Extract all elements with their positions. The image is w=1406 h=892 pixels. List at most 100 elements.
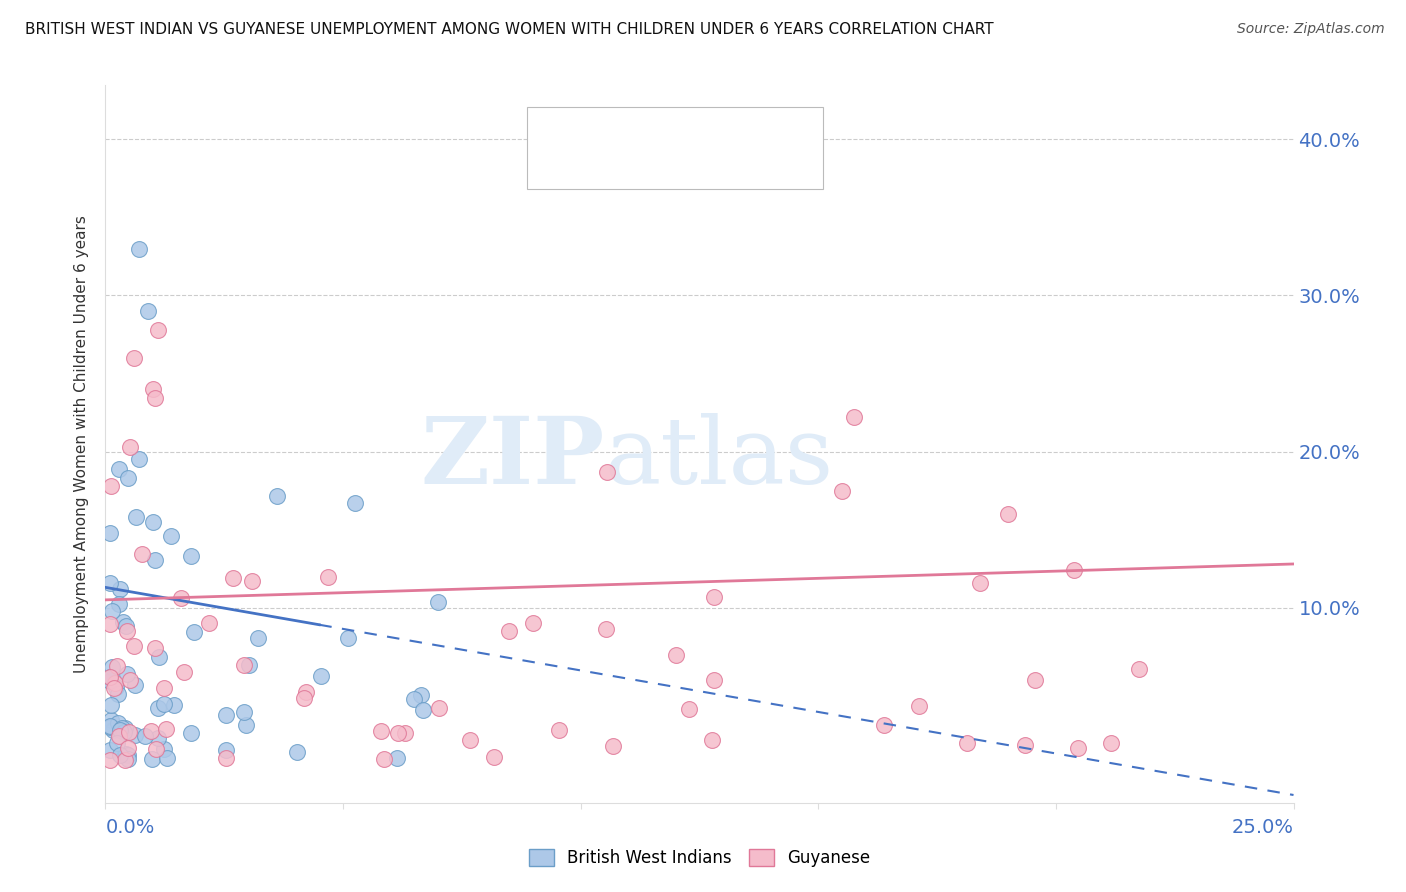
Point [412, 703, 434, 717]
Point [115, 618, 138, 632]
Point [266, 489, 288, 503]
Point [238, 658, 260, 673]
Point [173, 665, 195, 679]
Point [373, 752, 395, 766]
Point [702, 732, 724, 747]
Point [120, 673, 142, 687]
Point [240, 574, 263, 588]
Point [337, 631, 360, 645]
Point [155, 723, 177, 737]
Point [101, 604, 124, 618]
Point [548, 723, 571, 738]
Text: Source: ZipAtlas.com: Source: ZipAtlas.com [1237, 22, 1385, 37]
Point [104, 680, 127, 694]
Point [873, 717, 896, 731]
Point [163, 698, 186, 713]
Point [678, 701, 700, 715]
Point [148, 650, 170, 665]
Point [246, 632, 269, 646]
Point [142, 516, 165, 530]
Point [1024, 673, 1046, 688]
Point [100, 479, 122, 493]
Point [100, 713, 122, 727]
Point [122, 351, 145, 365]
Point [115, 667, 138, 681]
Point [128, 242, 150, 256]
Point [997, 507, 1019, 521]
Point [141, 752, 163, 766]
Point [595, 623, 617, 637]
Point [117, 741, 139, 756]
Point [214, 708, 236, 723]
Point [143, 640, 166, 655]
Point [107, 687, 129, 701]
Point [156, 751, 179, 765]
Point [153, 741, 176, 756]
Point [703, 590, 725, 604]
Point [152, 697, 174, 711]
Point [522, 616, 544, 631]
Point [98, 670, 121, 684]
Point [143, 553, 166, 567]
Point [153, 681, 176, 695]
Point [111, 615, 134, 629]
Point [105, 736, 128, 750]
Point [114, 753, 136, 767]
Point [98, 616, 121, 631]
Point [146, 701, 169, 715]
Point [703, 673, 725, 688]
Point [107, 715, 129, 730]
Point [108, 729, 131, 743]
Point [427, 701, 450, 715]
Point [1067, 741, 1090, 756]
Point [134, 729, 156, 743]
Point [215, 743, 238, 757]
Point [233, 706, 256, 720]
Point [426, 594, 449, 608]
Point [844, 409, 866, 424]
Point [98, 720, 121, 734]
Point [170, 591, 193, 605]
Point [180, 549, 202, 563]
Y-axis label: Unemployment Among Women with Children Under 6 years: Unemployment Among Women with Children U… [75, 215, 90, 673]
Text: 25.0%: 25.0% [1232, 819, 1294, 838]
Point [107, 462, 129, 476]
Point [295, 685, 318, 699]
Point [458, 732, 481, 747]
Point [128, 451, 150, 466]
Text: atlas: atlas [605, 413, 834, 503]
Point [105, 659, 128, 673]
Point [404, 692, 426, 706]
Point [215, 751, 238, 765]
Point [101, 723, 124, 738]
Point [98, 743, 121, 757]
Point [907, 698, 929, 713]
Point [484, 749, 506, 764]
Point [294, 691, 316, 706]
Point [98, 754, 121, 768]
Point [117, 470, 139, 484]
Point [98, 526, 121, 541]
Point [98, 674, 121, 689]
Text: 0.0%: 0.0% [105, 819, 155, 838]
Point [183, 624, 205, 639]
Point [108, 723, 131, 738]
Point [232, 657, 254, 672]
Point [370, 724, 392, 739]
Point [160, 529, 183, 543]
Point [98, 670, 121, 684]
Point [344, 496, 367, 510]
Point [665, 648, 688, 662]
Point [114, 721, 136, 735]
Point [969, 576, 991, 591]
Point [387, 726, 409, 740]
Point [100, 698, 122, 712]
Point [124, 728, 146, 742]
Point [142, 382, 165, 396]
Point [131, 547, 153, 561]
Point [409, 688, 432, 702]
Point [287, 745, 309, 759]
Point [100, 660, 122, 674]
Point [112, 724, 135, 739]
Point [118, 725, 141, 739]
